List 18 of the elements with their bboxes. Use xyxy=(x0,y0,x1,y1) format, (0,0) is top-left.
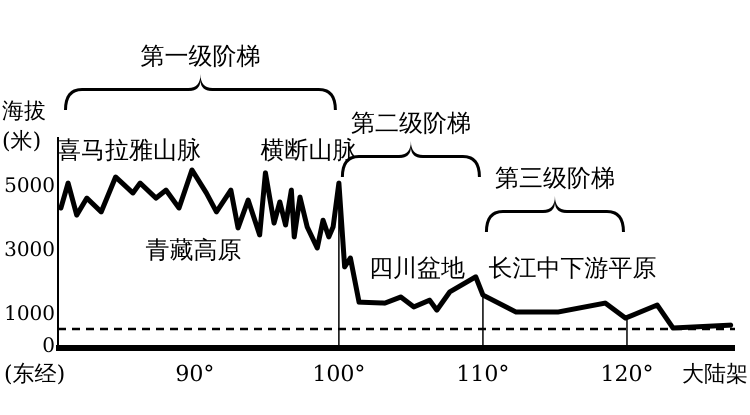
y-tick-label: 5000 xyxy=(4,173,55,197)
annotation: 第二级阶梯 xyxy=(350,109,471,137)
y-tick-label: 3000 xyxy=(4,237,55,261)
annotation: 第三级阶梯 xyxy=(494,164,615,192)
x-tick-label: 110° xyxy=(456,362,510,387)
x-tick-label: 90° xyxy=(175,362,214,387)
x-tick-label: 100° xyxy=(312,362,366,387)
x-tick-label: 大陆架 xyxy=(682,362,748,387)
y-tick-label: 1000 xyxy=(4,301,55,325)
text: 第一级阶梯 xyxy=(140,42,260,70)
y-tick-label: 0 xyxy=(42,333,55,357)
x-tick-label: 120° xyxy=(600,362,654,387)
y-axis-title: 海拔(米) xyxy=(2,99,46,154)
annotation: 青藏高原 xyxy=(145,236,242,264)
annotation: 四川盆地 xyxy=(368,254,465,282)
annotation: 长江中下游平原 xyxy=(488,254,657,282)
x-axis-title: (东经) xyxy=(4,362,66,387)
annotation: 喜马拉雅山脉 xyxy=(57,136,202,164)
